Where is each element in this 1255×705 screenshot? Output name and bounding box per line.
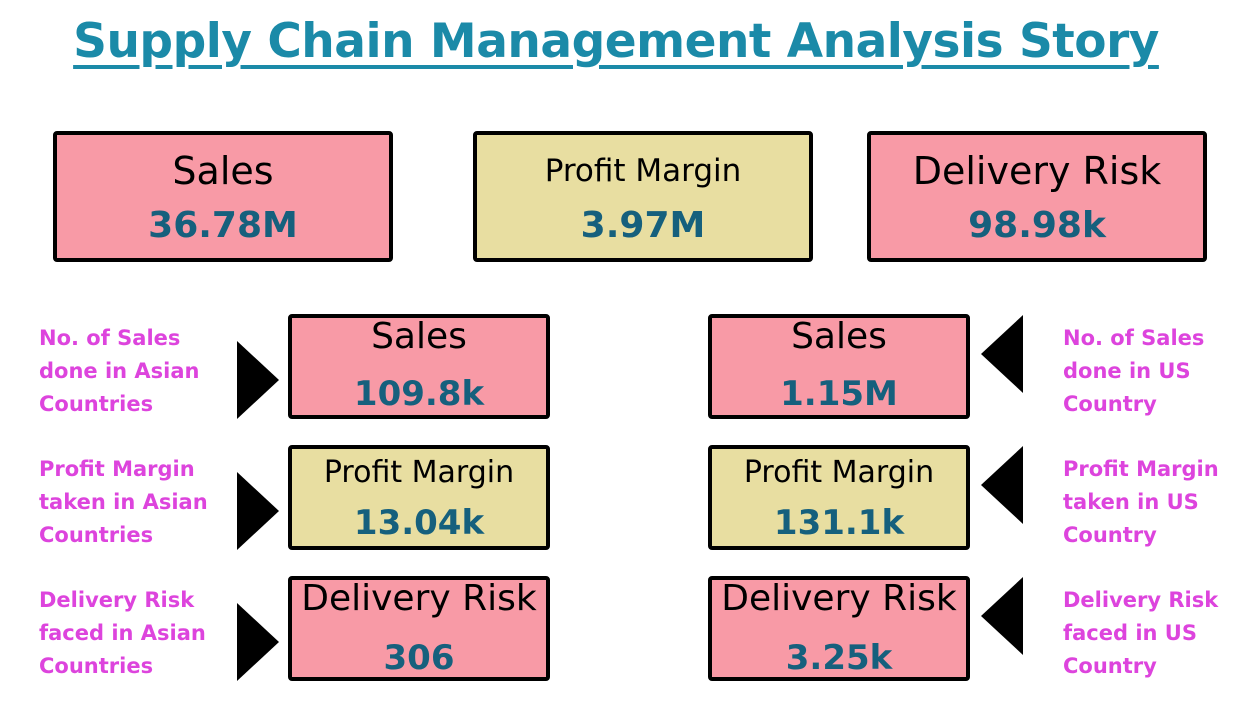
kpi-profit-margin-value: 3.97M <box>580 205 706 246</box>
left-triangle-arrow-icon <box>981 577 1023 655</box>
kpi-sales-value: 36.78M <box>148 205 298 246</box>
asia-delivery-risk-label: Delivery Risk <box>301 578 537 619</box>
us-sales-card[interactable]: Sales 1.15M <box>708 314 970 419</box>
asia-delivery-risk-card[interactable]: Delivery Risk 306 <box>288 576 550 681</box>
us-delivery-risk-value: 3.25k <box>785 638 893 678</box>
asia-delivery-risk-value: 306 <box>383 638 455 678</box>
right-triangle-arrow-icon <box>237 341 279 419</box>
kpi-sales-label: Sales <box>172 149 274 193</box>
kpi-profit-margin-label: Profit Margin <box>544 153 742 189</box>
asia-sales-label: Sales <box>371 316 467 357</box>
us-sales-label: Sales <box>791 316 887 357</box>
asia-profit-margin-label: Profit Margin <box>323 455 515 490</box>
right-triangle-arrow-icon <box>237 472 279 550</box>
right-triangle-arrow-icon <box>237 603 279 681</box>
asia-profit-margin-value: 13.04k <box>353 503 485 543</box>
left-triangle-arrow-icon <box>981 315 1023 393</box>
us-delivery-risk-card[interactable]: Delivery Risk 3.25k <box>708 576 970 681</box>
kpi-delivery-risk-value: 98.98k <box>968 205 1106 246</box>
left-triangle-arrow-icon <box>981 446 1023 524</box>
us-delivery-risk-note: Delivery Risk faced in US Country <box>1063 588 1219 678</box>
kpi-sales-card[interactable]: Sales 36.78M <box>53 131 393 262</box>
page-title: Supply Chain Management Analysis Story <box>73 14 1159 69</box>
asia-profit-margin-card[interactable]: Profit Margin 13.04k <box>288 445 550 550</box>
us-profit-margin-note: Profit Margin taken in US Country <box>1063 457 1219 547</box>
us-profit-margin-label: Profit Margin <box>743 455 935 490</box>
asia-sales-value: 109.8k <box>353 374 485 414</box>
us-sales-value: 1.15M <box>780 374 898 414</box>
us-delivery-risk-label: Delivery Risk <box>721 578 957 619</box>
us-profit-margin-card[interactable]: Profit Margin 131.1k <box>708 445 970 550</box>
asia-profit-margin-note: Profit Margin taken in Asian Countries <box>39 457 208 547</box>
kpi-profit-margin-card[interactable]: Profit Margin 3.97M <box>473 131 813 262</box>
asia-sales-note: No. of Sales done in Asian Countries <box>39 326 200 416</box>
asia-sales-card[interactable]: Sales 109.8k <box>288 314 550 419</box>
kpi-delivery-risk-card[interactable]: Delivery Risk 98.98k <box>867 131 1207 262</box>
us-profit-margin-value: 131.1k <box>773 503 905 543</box>
asia-delivery-risk-note: Delivery Risk faced in Asian Countries <box>39 588 206 678</box>
us-sales-note: No. of Sales done in US Country <box>1063 326 1205 416</box>
kpi-delivery-risk-label: Delivery Risk <box>912 149 1162 193</box>
